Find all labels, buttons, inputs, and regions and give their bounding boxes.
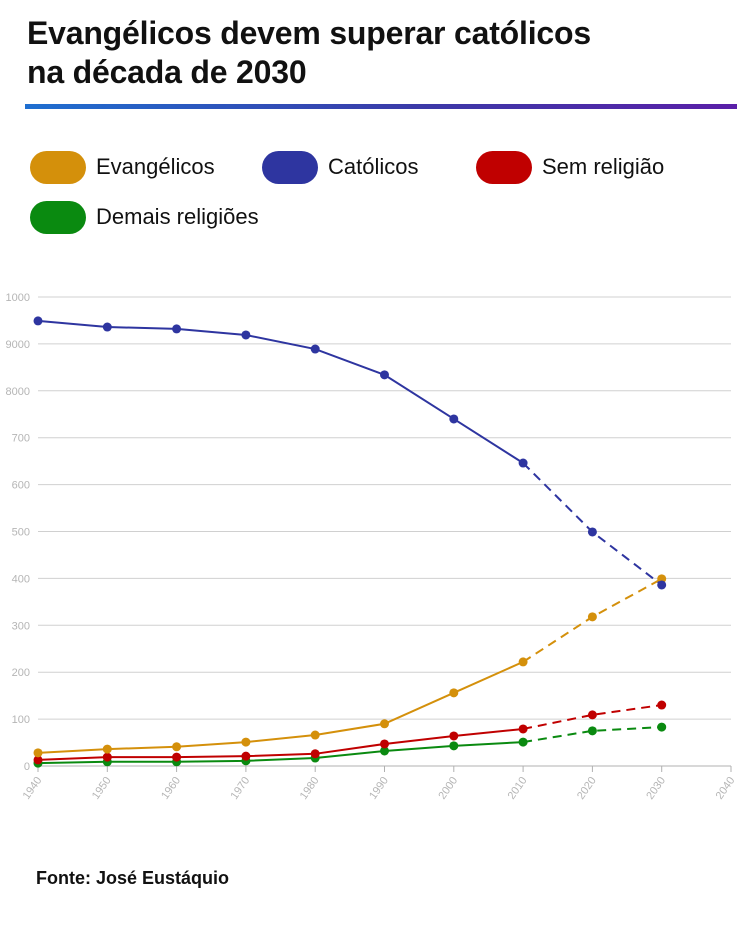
y-tick-label: 0 xyxy=(24,761,30,773)
data-point xyxy=(241,737,251,747)
data-point xyxy=(172,742,182,752)
data-point xyxy=(380,746,389,756)
data-point xyxy=(657,700,667,710)
legend-label: Evangélicos xyxy=(96,154,215,179)
data-point xyxy=(587,612,597,622)
data-point xyxy=(518,657,528,667)
data-point xyxy=(380,719,389,729)
series-line-solid xyxy=(37,741,524,765)
title-line-1: Evangélicos devem superar católicos xyxy=(27,15,591,51)
x-tick-label: 2020 xyxy=(575,775,599,802)
y-tick-label: 9000 xyxy=(6,339,30,351)
data-point xyxy=(33,755,43,765)
legend-label: Demais religiões xyxy=(96,204,259,229)
data-point xyxy=(33,748,43,758)
data-point xyxy=(449,741,459,751)
legend-label: Católicos xyxy=(328,154,419,179)
data-point xyxy=(380,739,389,749)
legend-item-demais-religioes: Demais religiões xyxy=(30,200,259,234)
legend-swatch xyxy=(30,150,86,184)
data-point xyxy=(657,722,667,732)
data-point xyxy=(587,710,597,720)
data-point xyxy=(587,726,597,736)
data-point xyxy=(518,724,528,734)
chart-title: Evangélicos devem superar católicos na dé… xyxy=(27,14,591,92)
title-line-2: na década de 2030 xyxy=(27,54,307,90)
legend-item-sem-religiao: Sem religião xyxy=(476,150,664,184)
legend-swatch xyxy=(476,150,532,184)
data-point xyxy=(172,324,182,334)
data-point xyxy=(241,330,251,340)
data-point xyxy=(310,730,320,740)
legend-item-catolicos: Católicos xyxy=(262,150,418,184)
y-tick-label: 700 xyxy=(12,433,30,445)
data-point xyxy=(102,744,112,754)
x-tick-label: 1960 xyxy=(159,775,183,802)
source-note: Fonte: José Eustáquio xyxy=(36,868,230,888)
data-point xyxy=(172,752,182,762)
data-point xyxy=(380,370,389,380)
series-line-solid xyxy=(37,727,524,761)
data-point xyxy=(310,749,320,759)
data-point xyxy=(518,458,528,468)
x-tick-label: 2030 xyxy=(644,775,668,802)
title-divider xyxy=(25,104,737,109)
legend-swatch xyxy=(262,150,318,184)
data-point xyxy=(241,751,251,761)
x-tick-label: 2040 xyxy=(714,775,738,802)
x-tick-label: 2010 xyxy=(506,775,530,802)
data-point xyxy=(587,527,597,537)
y-tick-label: 8000 xyxy=(6,386,30,398)
data-point xyxy=(449,731,459,741)
y-tick-label: 500 xyxy=(12,527,30,539)
legend-swatch xyxy=(30,200,86,234)
y-tick-label: 1000 xyxy=(6,292,30,304)
legend-item-evangelicos: Evangélicos xyxy=(30,150,215,184)
data-point xyxy=(33,316,43,326)
x-tick-label: 1990 xyxy=(367,775,391,802)
x-tick-label: 1980 xyxy=(298,775,322,802)
data-point xyxy=(102,752,112,762)
data-point xyxy=(449,414,459,424)
x-tick-label: 1950 xyxy=(90,775,114,802)
series-line-projection xyxy=(522,462,663,586)
y-tick-label: 400 xyxy=(12,573,30,585)
data-point xyxy=(449,688,459,698)
data-point xyxy=(657,580,667,590)
data-point xyxy=(518,737,528,747)
y-tick-label: 300 xyxy=(12,620,30,632)
y-tick-label: 200 xyxy=(12,667,30,679)
legend-label: Sem religião xyxy=(542,154,665,179)
data-point xyxy=(102,322,112,332)
x-tick-label: 1940 xyxy=(21,775,45,802)
series-line-solid xyxy=(37,319,524,464)
series-line-solid xyxy=(37,660,524,754)
y-tick-label: 100 xyxy=(12,714,30,726)
x-tick-label: 2000 xyxy=(436,775,460,802)
y-tick-label: 600 xyxy=(12,480,30,492)
series-line-projection xyxy=(522,704,662,730)
data-point xyxy=(310,344,320,354)
series-line-projection xyxy=(522,726,662,744)
x-tick-label: 1970 xyxy=(228,775,252,802)
